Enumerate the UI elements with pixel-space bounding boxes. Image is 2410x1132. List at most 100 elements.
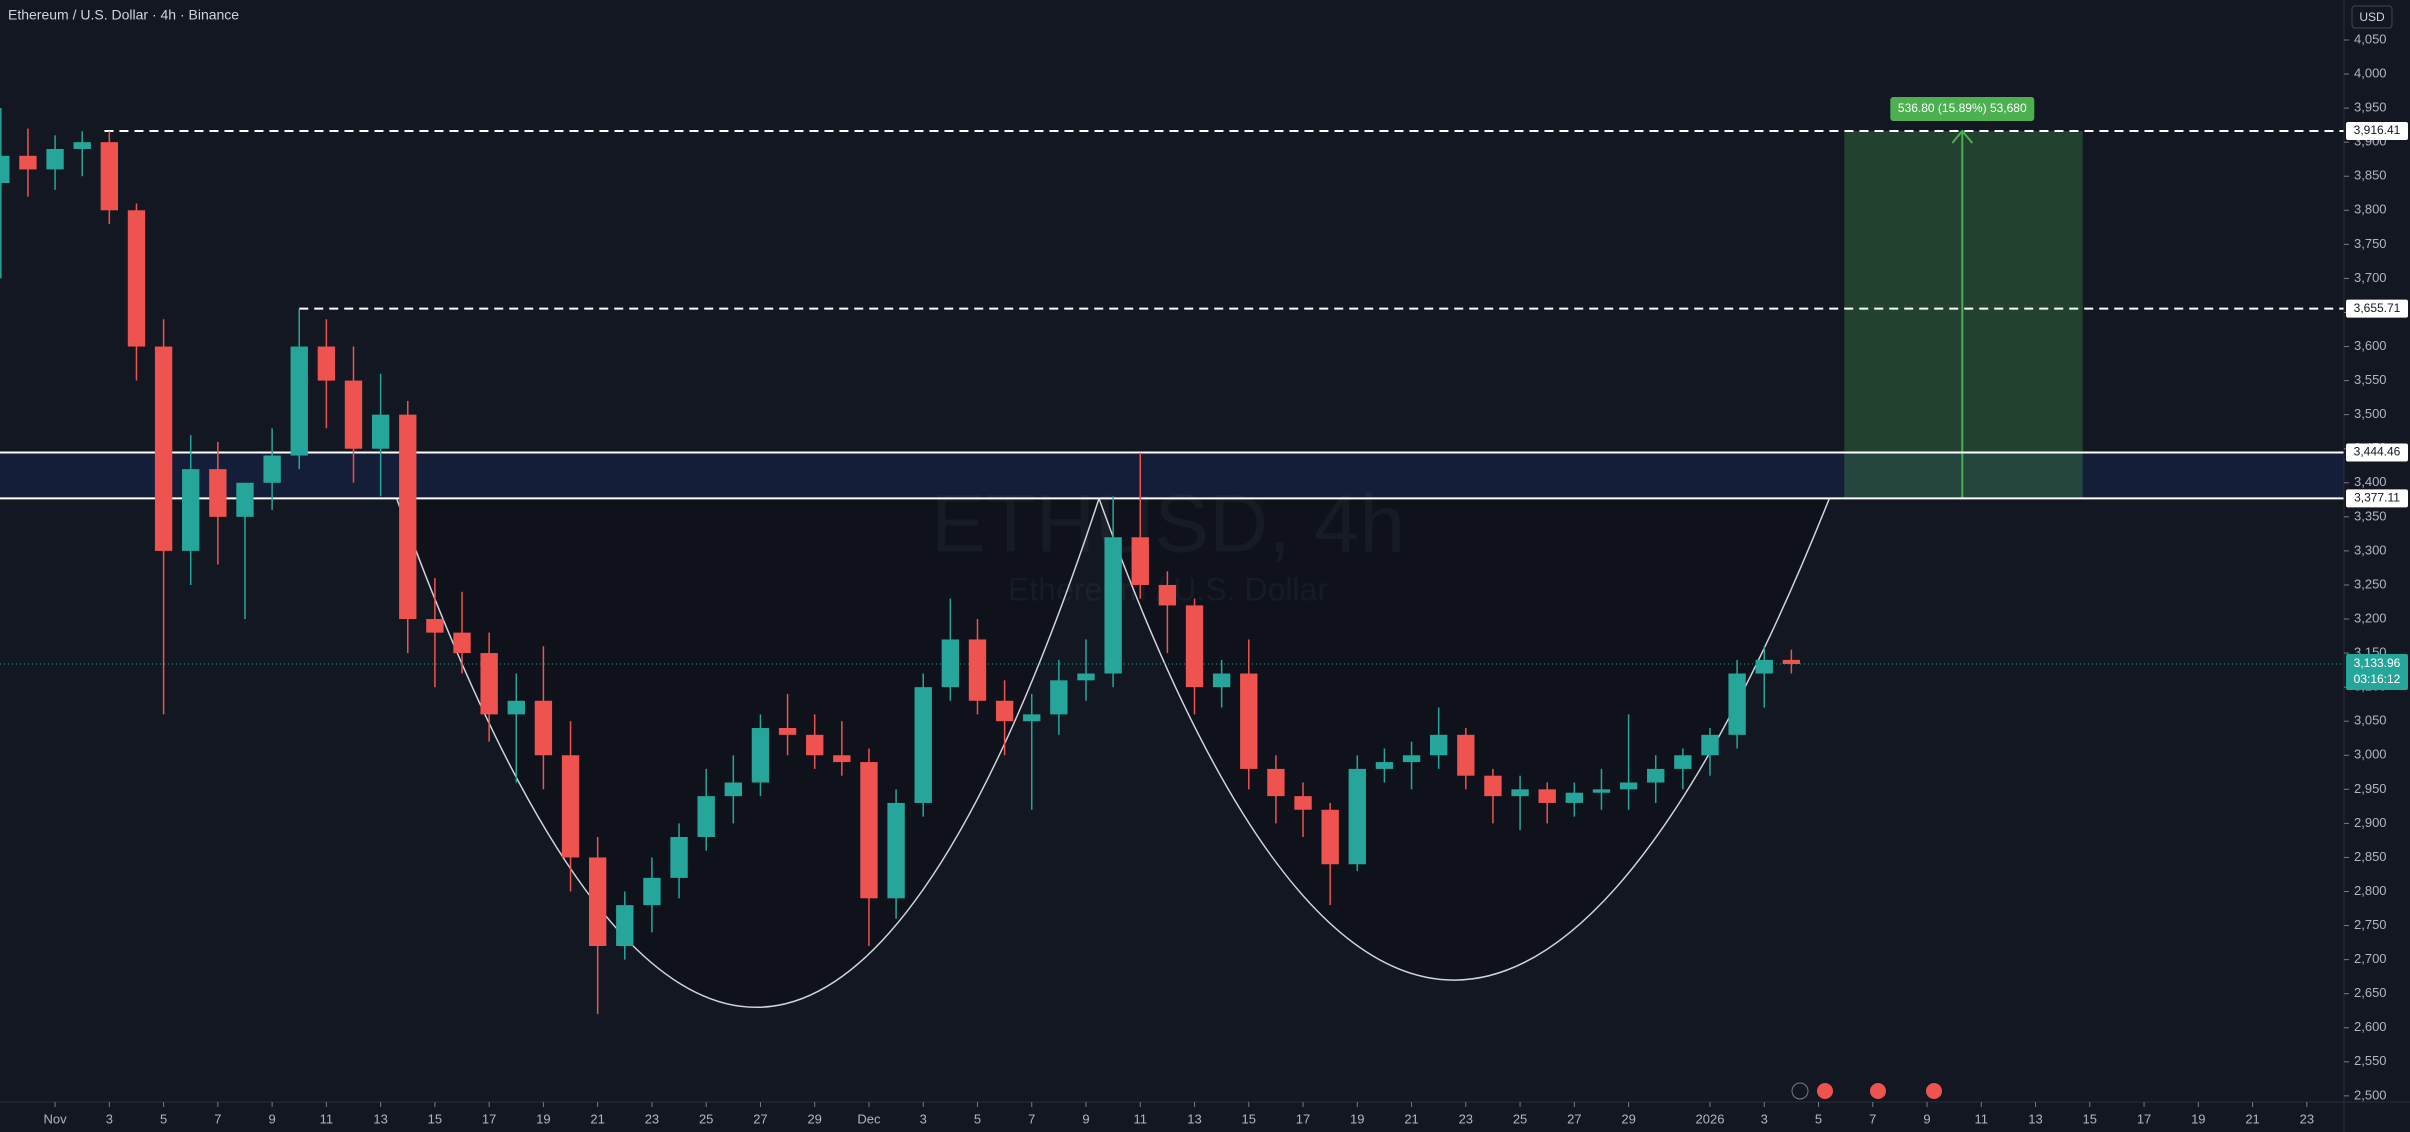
x-tick-label: 21 <box>1404 1111 1418 1126</box>
measure-box <box>1844 130 2083 499</box>
y-tick-label: 3,200 <box>2354 610 2387 625</box>
y-tick-label: 3,700 <box>2354 270 2387 285</box>
x-tick-label: 21 <box>2245 1111 2259 1126</box>
x-tick-label: 19 <box>1350 1111 1364 1126</box>
icon <box>1926 1083 1942 1099</box>
event-icons <box>1791 1082 1942 1100</box>
y-tick-label: 3,400 <box>2354 474 2387 489</box>
candle-body <box>0 155 10 184</box>
candle-body <box>507 700 525 715</box>
candle-body <box>941 639 960 688</box>
candle-body <box>290 346 308 456</box>
icon <box>1870 1083 1886 1099</box>
candle-body <box>426 619 444 633</box>
cup-curve <box>395 498 1100 1008</box>
candle-body <box>1185 605 1204 688</box>
x-tick-label: 2026 <box>1696 1111 1725 1126</box>
zone <box>0 452 2344 499</box>
y-tick-label: 3,500 <box>2354 406 2387 421</box>
candle-body <box>806 734 824 756</box>
x-tick-label: 13 <box>2028 1111 2042 1126</box>
level-label-box <box>2346 489 2408 508</box>
candle-body <box>1294 796 1312 810</box>
level-label-box <box>2346 443 2408 462</box>
level-label: 3,444.46 <box>2354 445 2401 459</box>
candle-body <box>236 482 254 517</box>
currency-box <box>2351 5 2393 29</box>
x-tick-label: 17 <box>482 1111 496 1126</box>
measure-label-box <box>1890 96 2035 121</box>
candle-body <box>182 469 200 551</box>
x-tick-label: 3 <box>1761 1111 1768 1126</box>
candle-body <box>317 346 336 381</box>
candle-body <box>697 796 715 838</box>
candle-body <box>724 782 742 797</box>
x-tick-label: 29 <box>807 1111 821 1126</box>
x-tick-label: 19 <box>536 1111 550 1126</box>
x-tick-label: 13 <box>373 1111 387 1126</box>
y-tick-label: 3,950 <box>2354 100 2387 115</box>
candle-body <box>1077 673 1095 681</box>
x-tick-label: 15 <box>428 1111 442 1126</box>
icon <box>1791 1082 1809 1100</box>
x-tick-label: 27 <box>753 1111 767 1126</box>
candle-body <box>995 700 1014 722</box>
x-tick-label: 25 <box>699 1111 713 1126</box>
candle-body <box>1321 809 1339 865</box>
y-tick-label: 2,650 <box>2354 985 2387 1000</box>
x-tick-label: 17 <box>2137 1111 2151 1126</box>
x-tick-label: 5 <box>1815 1111 1822 1126</box>
x-tick-label: 29 <box>1621 1111 1635 1126</box>
candle-body <box>1158 584 1177 606</box>
y-tick-label: 2,750 <box>2354 917 2387 932</box>
x-tick-label: Nov <box>44 1111 68 1126</box>
y-tick-label: 3,850 <box>2354 168 2387 183</box>
watermark-symbol: ETHUSD, 4h <box>931 479 1405 570</box>
y-tick-label: 3,750 <box>2354 236 2387 251</box>
candle-body <box>860 762 878 899</box>
candle-body <box>1104 537 1122 674</box>
candle-body <box>127 210 146 347</box>
y-tick-label: 2,800 <box>2354 883 2387 898</box>
candle-body <box>1619 782 1638 790</box>
candle-body <box>100 142 119 211</box>
x-tick-label: 7 <box>1028 1111 1035 1126</box>
candle-body <box>46 148 64 170</box>
countdown: 03:16:12 <box>2354 672 2401 686</box>
candle-body <box>534 700 553 756</box>
candle-body <box>616 905 634 947</box>
candle-body <box>1457 734 1475 776</box>
x-tick-label: 11 <box>1134 1111 1148 1126</box>
level-label: 3,916.41 <box>2354 123 2401 137</box>
x-tick-label: 19 <box>2191 1111 2205 1126</box>
candle-body <box>588 857 607 947</box>
y-tick-label: 2,600 <box>2354 1019 2387 1034</box>
x-tick-label: 9 <box>268 1111 275 1126</box>
x-tick-label: 9 <box>1923 1111 1930 1126</box>
x-tick-label: 3 <box>106 1111 113 1126</box>
candle-body <box>73 142 91 149</box>
candle-body <box>1375 762 1394 769</box>
watermark: ETHUSD, 4h Ethereum / U.S. Dollar <box>931 479 1405 608</box>
y-tick-label: 2,950 <box>2354 781 2387 796</box>
y-tick-label: 2,900 <box>2354 815 2387 830</box>
x-tick-label: 11 <box>320 1111 334 1126</box>
level-label: 3,655.71 <box>2354 301 2401 315</box>
candle-body <box>1755 659 1773 674</box>
x-tick-label: 7 <box>1869 1111 1876 1126</box>
icon <box>1817 1083 1833 1099</box>
x-tick-label: 7 <box>214 1111 221 1126</box>
x-tick-label: 23 <box>2300 1111 2314 1126</box>
y-tick-label: 3,000 <box>2354 747 2387 762</box>
candle-body <box>670 837 688 878</box>
candle-body <box>209 469 227 517</box>
y-tick-label: 2,850 <box>2354 849 2387 864</box>
candle-body <box>643 877 661 906</box>
level-label-box <box>2346 121 2408 140</box>
candle-body <box>1728 673 1746 735</box>
candle-body <box>1701 734 1719 756</box>
x-tick-label: 11 <box>1975 1111 1989 1126</box>
x-tick-label: 25 <box>1513 1111 1527 1126</box>
